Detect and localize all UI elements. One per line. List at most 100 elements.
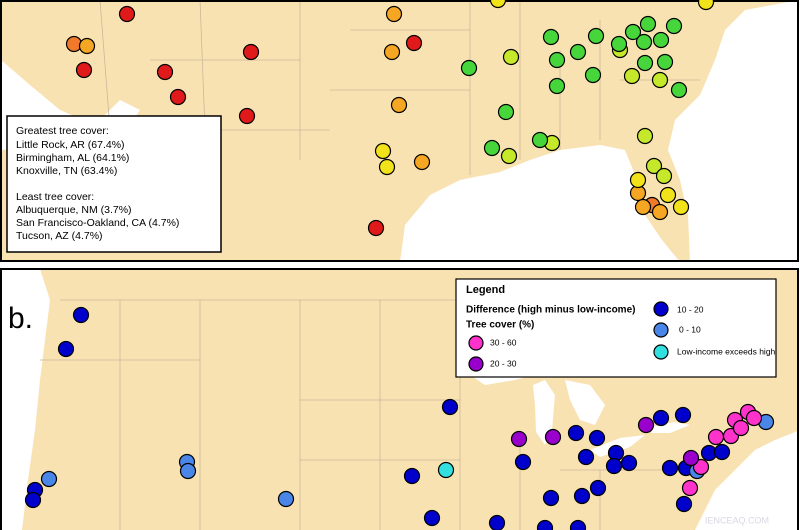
city-dot: [72, 306, 90, 324]
gulf-of-mexico: [400, 145, 680, 262]
caribbean: [700, 235, 800, 262]
city-dot: [588, 429, 606, 447]
legend-swatch: [468, 335, 484, 351]
lake-ontario: [650, 422, 690, 433]
city-dot: [542, 28, 560, 46]
city-dot: [675, 495, 693, 513]
city-dot: [635, 33, 653, 51]
city-dot: [483, 139, 501, 157]
city-dot: [403, 467, 421, 485]
city-dot: [78, 37, 96, 55]
legend-subtitle: Tree cover (%): [466, 320, 534, 331]
city-dot: [57, 340, 75, 358]
city-dot: [573, 487, 591, 505]
city-dot: [681, 479, 699, 497]
city-dot: [437, 461, 455, 479]
city-dot: [634, 198, 652, 216]
city-dot: [405, 34, 423, 52]
city-dot: [544, 428, 562, 446]
legend-label: Low-income exceeds high: [677, 346, 776, 356]
city-dot: [659, 186, 677, 204]
city-dot: [531, 131, 549, 149]
legend-label: 20 - 30: [490, 358, 517, 368]
city-dot: [569, 519, 587, 530]
pacific-ocean: [1, 269, 50, 530]
panel-b: b. Legend Difference (high minus low-inc…: [0, 268, 800, 530]
city-dot: [577, 448, 595, 466]
city-dot: [460, 59, 478, 77]
city-dot: [584, 66, 602, 84]
city-dot: [510, 430, 528, 448]
watermark: IENCEAQ.COM: [705, 515, 769, 525]
city-dot: [277, 490, 295, 508]
city-dot: [656, 53, 674, 71]
legend-subtitle: Difference (high minus low-income): [466, 305, 635, 316]
legend-box: [455, 278, 777, 378]
city-dot: [374, 142, 392, 160]
city-dot: [489, 0, 507, 9]
city-entry: Knoxville, TN (63.4%): [16, 165, 117, 177]
legend-swatch: [468, 356, 484, 372]
city-dot: [651, 71, 669, 89]
atlantic-ocean: [668, 0, 800, 262]
city-entry: Little Rock, AR (67.4%): [16, 139, 125, 151]
city-dot: [367, 219, 385, 237]
city-dot: [497, 103, 515, 121]
city-dot: [674, 406, 692, 424]
city-dot: [542, 489, 560, 507]
city-dot: [385, 5, 403, 23]
city-dot: [610, 35, 628, 53]
city-dot: [548, 51, 566, 69]
city-dot: [652, 31, 670, 49]
city-dot: [378, 158, 396, 176]
city-dot: [500, 147, 518, 165]
city-dot: [665, 17, 683, 35]
atlantic-ocean: [695, 430, 800, 530]
city-dot: [567, 424, 585, 442]
city-dot: [682, 449, 700, 467]
city-dot: [697, 0, 715, 11]
city-dot: [672, 198, 690, 216]
city-dot: [548, 77, 566, 95]
city-dot: [655, 167, 673, 185]
city-dot: [645, 157, 663, 175]
city-dot: [732, 419, 750, 437]
city-entry: Albuquerque, NM (3.7%): [16, 204, 132, 216]
city-dot: [692, 458, 710, 476]
city-dot: [502, 48, 520, 66]
city-dot: [390, 96, 408, 114]
city-dot: [423, 509, 441, 527]
city-dot: [75, 61, 93, 79]
city-dot: [639, 15, 657, 33]
city-dot: [651, 203, 669, 221]
city-dot: [652, 409, 670, 427]
city-dot: [179, 462, 197, 480]
city-dot: [636, 54, 654, 72]
greatest-heading: Greatest tree cover:: [16, 125, 109, 137]
city-dot: [169, 88, 187, 106]
info-box: [6, 115, 222, 253]
city-dot: [413, 153, 431, 171]
legend-label: 0 - 10: [679, 324, 701, 334]
city-dot: [156, 63, 174, 81]
city-dot: [623, 67, 641, 85]
panel-frame: [0, 268, 799, 530]
city-dot: [636, 127, 654, 145]
city-dot: [118, 5, 136, 23]
city-dot: [745, 409, 763, 427]
city-dot: [569, 43, 587, 61]
city-dot: [620, 454, 638, 472]
city-dot: [242, 43, 260, 61]
city-dot: [605, 457, 623, 475]
city-dot: [637, 416, 655, 434]
city-dot: [629, 171, 647, 189]
tree-cover-box: Greatest tree cover: Little Rock, AR (67…: [6, 115, 222, 253]
panel-frame: [0, 0, 799, 262]
city-dot: [713, 443, 731, 461]
city-dot: [383, 43, 401, 61]
city-dot: [624, 23, 642, 41]
city-dot: [587, 27, 605, 45]
city-dot: [238, 107, 256, 125]
lake-huron: [565, 380, 605, 425]
city-dot: [670, 81, 688, 99]
